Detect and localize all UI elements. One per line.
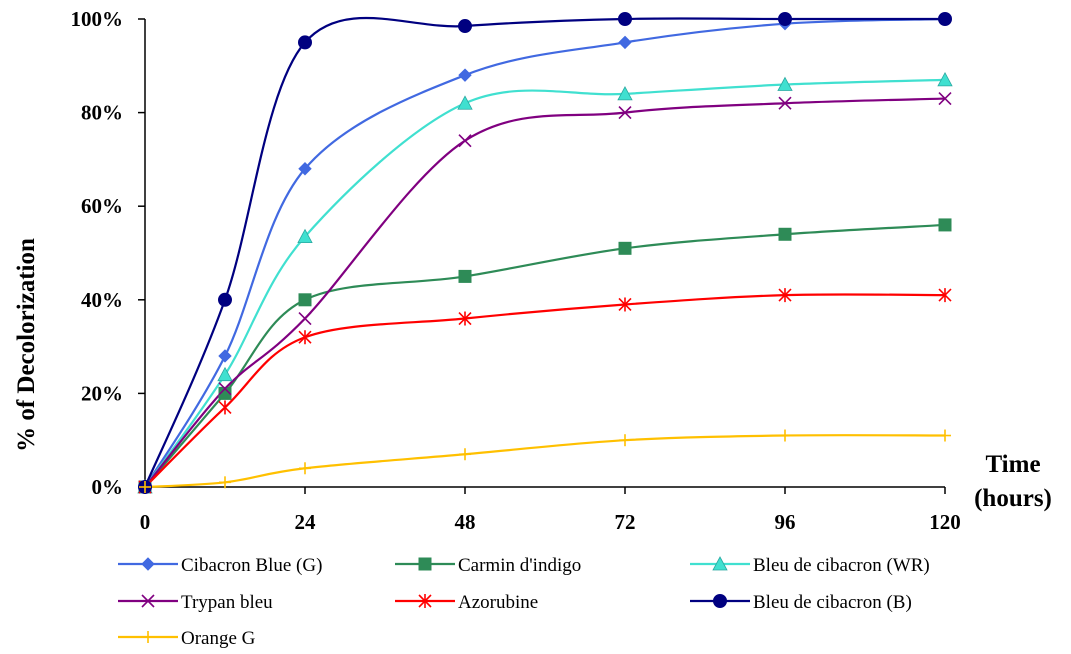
series-line-azorubine <box>144 293 946 488</box>
x-tick-label: 0 <box>140 510 151 534</box>
legend-label: Carmin d'indigo <box>458 555 581 576</box>
data-point-orange-g <box>779 429 791 442</box>
data-point-trypan-bleu <box>618 106 632 120</box>
series-line-bleu-de-cibacron-b <box>143 16 945 488</box>
data-point-bleu-de-cibacron-b <box>218 292 232 307</box>
y-tick-label: 80% <box>81 101 123 125</box>
series-line-orange-g <box>144 434 946 489</box>
data-point-azorubine <box>618 297 632 312</box>
axes <box>144 19 945 488</box>
y-tick-label: 100% <box>71 7 124 31</box>
series-markers <box>137 12 953 494</box>
legend: Cibacron Blue (G) Carmin d'indigo Bleu de … <box>118 555 930 649</box>
legend-label: Orange G <box>181 628 256 649</box>
legend-item-cibacron-blue-g: Cibacron Blue (G) <box>118 555 322 576</box>
legend-item-bleu-de-cibacron-wr: Bleu de cibacron (WR) <box>690 555 930 576</box>
data-point-bleu-de-cibacron-wr <box>617 86 633 101</box>
data-point-azorubine <box>218 400 232 415</box>
data-point-trypan-bleu <box>938 91 952 106</box>
data-point-carmin-d-indigo <box>618 241 632 255</box>
tick-marks <box>138 18 946 494</box>
data-point-trypan-bleu <box>218 382 232 396</box>
x-axis-title-line2: (hours) <box>974 485 1052 512</box>
data-point-bleu-de-cibacron-b <box>778 12 792 26</box>
data-point-trypan-bleu <box>778 96 792 110</box>
data-point-azorubine <box>778 288 792 303</box>
y-tick-label: 40% <box>81 288 123 312</box>
x-tick-label: 24 <box>295 510 317 534</box>
data-point-carmin-d-indigo <box>218 386 232 400</box>
tick-labels: 0% 20% 40% 60% 80% 100% 0 24 48 72 96 120 <box>71 7 961 534</box>
legend-marker <box>142 631 154 643</box>
data-point-carmin-d-indigo <box>778 227 792 241</box>
data-point-carmin-d-indigo <box>938 218 952 232</box>
data-point-bleu-de-cibacron-b <box>458 19 472 34</box>
data-point-cibacron-blue-g <box>618 35 632 50</box>
data-point-orange-g <box>939 429 951 442</box>
data-point-carmin-d-indigo <box>298 293 312 307</box>
data-point-cibacron-blue-g <box>218 349 232 363</box>
legend-label: Bleu de cibacron (WR) <box>753 555 930 576</box>
data-point-orange-g <box>619 434 631 447</box>
data-point-orange-g <box>299 462 311 475</box>
legend-label: Trypan bleu <box>181 592 273 613</box>
legend-item-orange-g: Orange G <box>118 628 256 649</box>
y-tick-label: 0% <box>92 475 124 499</box>
data-point-orange-g <box>459 448 471 461</box>
legend-item-carmin-d-indigo: Carmin d'indigo <box>395 555 581 576</box>
series-line-cibacron-blue-g <box>144 17 946 488</box>
data-point-bleu-de-cibacron-wr <box>777 76 793 91</box>
x-tick-label: 120 <box>929 510 961 534</box>
x-tick-label: 72 <box>615 510 636 534</box>
legend-marker <box>141 557 155 571</box>
series-line-trypan-bleu <box>144 97 946 488</box>
series-lines <box>143 16 946 489</box>
legend-label: Cibacron Blue (G) <box>181 555 322 576</box>
data-point-bleu-de-cibacron-wr <box>217 366 233 382</box>
legend-marker <box>712 556 728 571</box>
data-point-cibacron-blue-g <box>298 162 312 176</box>
data-point-azorubine <box>938 288 952 303</box>
data-point-bleu-de-cibacron-b <box>298 35 312 50</box>
y-tick-label: 20% <box>81 381 123 405</box>
legend-item-bleu-de-cibacron-b: Bleu de cibacron (B) <box>690 592 912 613</box>
data-point-orange-g <box>139 481 151 493</box>
legend-marker <box>141 594 155 608</box>
data-point-bleu-de-cibacron-b <box>618 12 632 26</box>
data-point-bleu-de-cibacron-b <box>938 12 952 26</box>
legend-label: Azorubine <box>458 592 538 613</box>
data-point-trypan-bleu <box>298 311 312 326</box>
data-point-bleu-de-cibacron-wr <box>297 228 313 244</box>
x-tick-label: 96 <box>775 510 796 534</box>
legend-item-azorubine: Azorubine <box>395 592 538 613</box>
legend-marker <box>418 557 432 571</box>
legend-marker <box>713 594 727 608</box>
data-point-trypan-bleu <box>458 134 472 148</box>
data-point-carmin-d-indigo <box>458 269 472 283</box>
data-point-bleu-de-cibacron-wr <box>457 95 473 110</box>
data-point-orange-g <box>219 476 231 489</box>
x-axis-title-line1: Time <box>985 451 1040 478</box>
y-tick-label: 60% <box>81 194 123 218</box>
legend-label: Bleu de cibacron (B) <box>753 592 912 613</box>
legend-item-trypan-bleu: Trypan bleu <box>118 592 273 613</box>
data-point-azorubine <box>298 330 312 345</box>
data-point-bleu-de-cibacron-wr <box>937 71 953 87</box>
y-axis-title: % of Decolorization <box>13 238 40 452</box>
data-point-azorubine <box>458 311 472 326</box>
data-point-cibacron-blue-g <box>458 68 472 82</box>
legend-marker <box>418 594 432 608</box>
x-tick-label: 48 <box>455 510 476 534</box>
